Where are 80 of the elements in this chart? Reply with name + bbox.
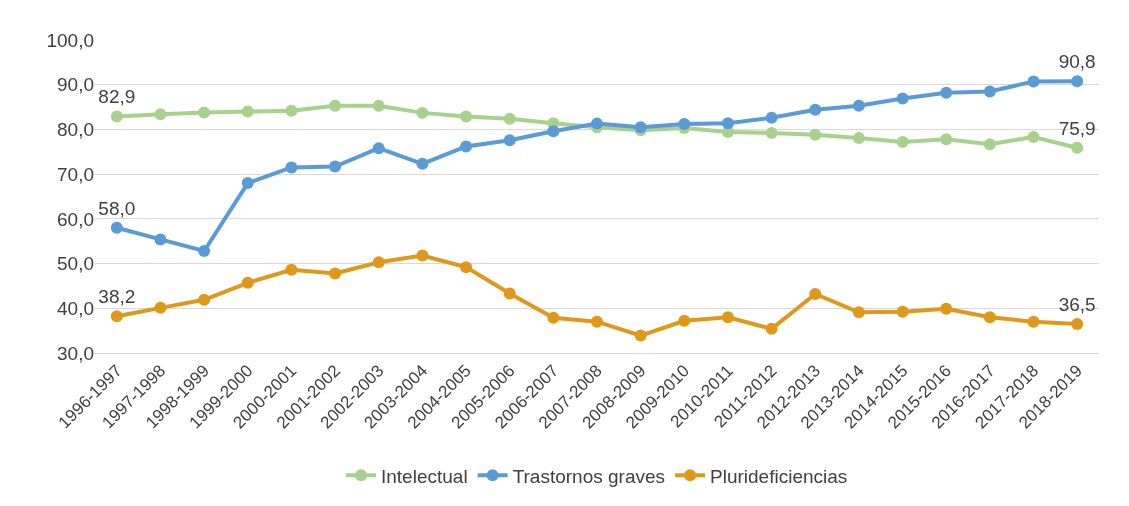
point bbox=[591, 315, 603, 328]
point bbox=[983, 85, 996, 98]
point bbox=[372, 99, 385, 112]
point bbox=[721, 311, 734, 324]
point bbox=[460, 261, 473, 274]
point bbox=[809, 128, 822, 141]
point bbox=[678, 118, 691, 131]
point bbox=[329, 267, 342, 280]
point bbox=[154, 233, 167, 246]
point bbox=[940, 133, 953, 146]
point bbox=[983, 138, 996, 151]
point bbox=[241, 276, 254, 289]
point bbox=[503, 112, 516, 125]
data-label: 75,9 bbox=[1058, 117, 1096, 139]
point bbox=[110, 110, 123, 123]
point bbox=[503, 134, 516, 147]
point bbox=[1027, 131, 1040, 144]
point bbox=[547, 311, 560, 324]
y-tick-label: 30,0 bbox=[57, 342, 94, 364]
point bbox=[329, 99, 342, 112]
point bbox=[591, 117, 603, 130]
point bbox=[1027, 315, 1040, 328]
point bbox=[896, 92, 909, 105]
y-tick-label: 70,0 bbox=[57, 163, 94, 185]
data-label: 82,9 bbox=[98, 86, 136, 108]
y-tick-label: 50,0 bbox=[57, 253, 94, 275]
point bbox=[329, 160, 342, 173]
point bbox=[110, 310, 123, 323]
point bbox=[721, 117, 734, 130]
point bbox=[198, 293, 211, 306]
y-tick-label: 100,0 bbox=[46, 29, 94, 51]
point bbox=[372, 142, 385, 155]
point bbox=[198, 106, 211, 119]
point bbox=[940, 86, 953, 99]
point bbox=[1071, 317, 1084, 330]
point bbox=[372, 256, 385, 269]
data-label: 90,8 bbox=[1058, 50, 1096, 72]
point bbox=[503, 287, 516, 300]
point bbox=[416, 157, 429, 170]
point bbox=[241, 105, 254, 118]
point bbox=[896, 135, 909, 148]
point bbox=[983, 311, 996, 324]
point bbox=[765, 111, 778, 124]
y-tick-label: 40,0 bbox=[57, 297, 94, 319]
legend-label: Plurideficiencias bbox=[710, 465, 848, 487]
point bbox=[634, 329, 647, 342]
point bbox=[809, 287, 822, 300]
y-tick-label: 90,0 bbox=[57, 74, 94, 96]
point bbox=[809, 103, 822, 116]
point bbox=[1027, 75, 1040, 88]
point bbox=[765, 127, 778, 139]
point bbox=[765, 322, 778, 335]
point bbox=[852, 306, 865, 319]
point bbox=[852, 99, 865, 112]
y-tick-label: 60,0 bbox=[57, 208, 94, 230]
point bbox=[1071, 75, 1084, 88]
point bbox=[416, 249, 429, 262]
data-label: 58,0 bbox=[98, 197, 136, 219]
legend-label: Trastornos graves bbox=[512, 465, 666, 487]
point bbox=[940, 302, 953, 315]
legend-label: Intelectual bbox=[381, 465, 468, 487]
point bbox=[896, 305, 909, 318]
point bbox=[110, 221, 123, 234]
point bbox=[198, 245, 211, 258]
point bbox=[416, 106, 429, 119]
point bbox=[285, 263, 298, 276]
point bbox=[154, 108, 167, 121]
point bbox=[285, 104, 298, 117]
point bbox=[460, 140, 473, 153]
point bbox=[285, 161, 298, 174]
y-tick-label: 80,0 bbox=[57, 119, 94, 141]
point bbox=[678, 314, 691, 327]
point bbox=[241, 177, 254, 190]
data-label: 36,5 bbox=[1058, 293, 1096, 315]
point bbox=[154, 301, 167, 314]
point bbox=[852, 131, 865, 144]
point bbox=[1071, 141, 1084, 154]
point bbox=[547, 125, 560, 138]
data-label: 38,2 bbox=[98, 286, 136, 308]
point bbox=[460, 110, 473, 123]
